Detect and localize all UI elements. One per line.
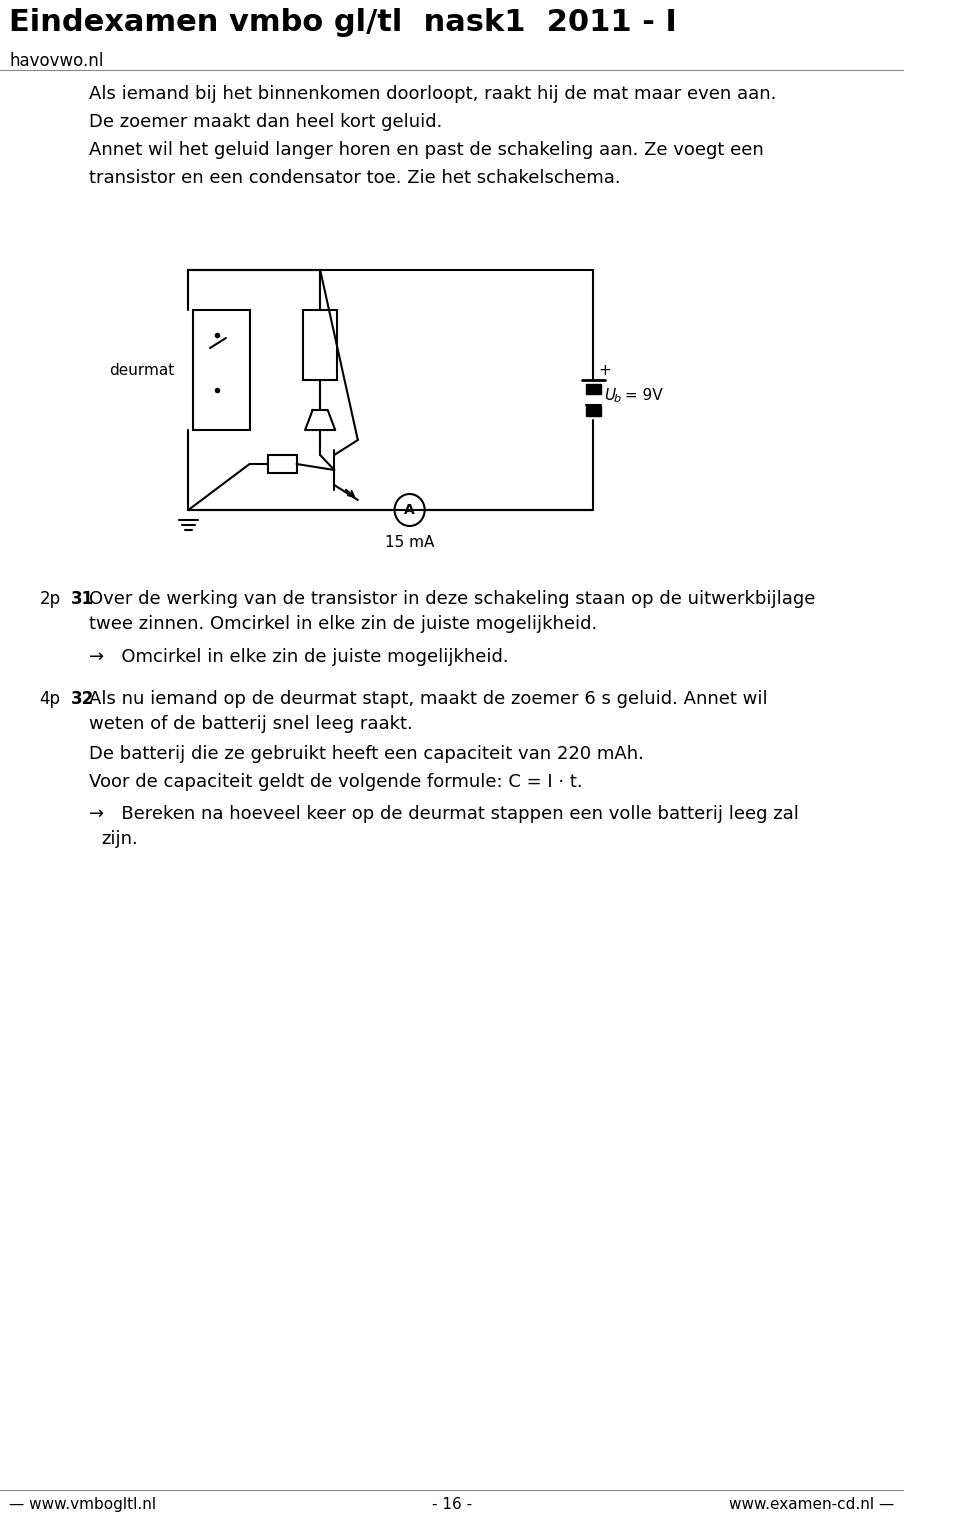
Text: havovwo.nl: havovwo.nl [10, 52, 104, 70]
Text: 2p: 2p [39, 590, 60, 608]
Text: = 9V: = 9V [619, 387, 662, 402]
Text: zijn.: zijn. [101, 830, 137, 848]
Text: 4p: 4p [39, 690, 60, 708]
Bar [586, 384, 601, 394]
Text: 32: 32 [71, 690, 94, 708]
Text: deurmat: deurmat [108, 363, 174, 378]
Text: Als iemand bij het binnenkomen doorloopt, raakt hij de mat maar even aan.: Als iemand bij het binnenkomen doorloopt… [89, 85, 777, 103]
Text: De zoemer maakt dan heel kort geluid.: De zoemer maakt dan heel kort geluid. [89, 112, 443, 130]
Text: 31: 31 [71, 590, 94, 608]
Text: Annet wil het geluid langer horen en past de schakeling aan. Ze voegt een: Annet wil het geluid langer horen en pas… [89, 141, 764, 159]
Text: U: U [605, 387, 615, 402]
Bar [269, 455, 297, 473]
Text: weten of de batterij snel leeg raakt.: weten of de batterij snel leeg raakt. [89, 715, 413, 733]
Bar [303, 309, 337, 379]
Text: Eindexamen vmbo gl/tl  nask1  2011 - I: Eindexamen vmbo gl/tl nask1 2011 - I [10, 8, 678, 36]
Text: Als nu iemand op de deurmat stapt, maakt de zoemer 6 s geluid. Annet wil: Als nu iemand op de deurmat stapt, maakt… [89, 690, 768, 708]
Bar [586, 407, 601, 416]
Text: Voor de capaciteit geldt de volgende formule: C = I · t.: Voor de capaciteit geldt de volgende for… [89, 774, 583, 790]
Text: A: A [404, 504, 415, 517]
Text: Over de werking van de transistor in deze schakeling staan op de uitwerkbijlage: Over de werking van de transistor in dez… [89, 590, 816, 608]
Text: →   Bereken na hoeveel keer op de deurmat stappen een volle batterij leeg zal: → Bereken na hoeveel keer op de deurmat … [89, 806, 800, 824]
Text: twee zinnen. Omcirkel in elke zin de juiste mogelijkheid.: twee zinnen. Omcirkel in elke zin de jui… [89, 614, 598, 633]
Text: - 16 -: - 16 - [432, 1497, 472, 1512]
Text: 15 mA: 15 mA [385, 536, 434, 551]
Bar [193, 309, 250, 429]
Text: b: b [614, 394, 621, 404]
Text: →   Omcirkel in elke zin de juiste mogelijkheid.: → Omcirkel in elke zin de juiste mogelij… [89, 648, 509, 666]
Text: — www.vmbogltl.nl: — www.vmbogltl.nl [10, 1497, 156, 1512]
Text: De batterij die ze gebruikt heeft een capaciteit van 220 mAh.: De batterij die ze gebruikt heeft een ca… [89, 745, 644, 763]
Text: +: + [598, 363, 611, 378]
Text: transistor en een condensator toe. Zie het schakelschema.: transistor en een condensator toe. Zie h… [89, 168, 621, 187]
Text: www.examen-cd.nl —: www.examen-cd.nl — [730, 1497, 895, 1512]
